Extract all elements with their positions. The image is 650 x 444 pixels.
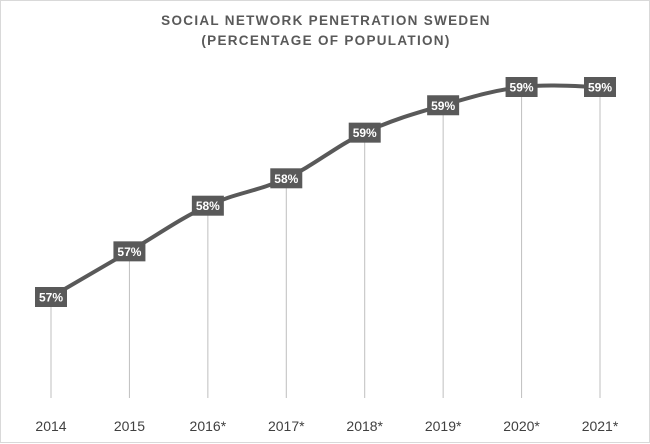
data-label-text: 59% [510,81,534,95]
data-label-text: 57% [117,245,141,259]
series-line [49,83,602,299]
x-tick-label: 2020* [503,418,540,434]
data-label-text: 57% [39,291,63,305]
data-label-box [35,287,67,307]
data-label-box [427,95,460,116]
chart-title-block: SOCIAL NETWORK PENETRATION SWEDEN (PERCE… [1,11,650,51]
data-label-text: 59% [431,99,455,113]
data-label-box [270,168,303,189]
data-label: 58% [270,168,303,189]
data-labels: 57% 57% 58% 58% 59% 59% 59% 59% [35,77,616,307]
x-axis-labels: 2014 2015 2016* 2017* 2018* 2019* 2020* 2021* [35,418,618,434]
data-label-text: 59% [353,126,377,140]
x-tick-label: 2019* [425,418,462,434]
data-label: 59% [427,95,460,116]
data-label-box [113,241,146,262]
data-label-box [505,77,538,97]
data-label: 58% [191,195,224,216]
x-tick-label: 2016* [190,418,227,434]
chart-subtitle: (PERCENTAGE OF POPULATION) [201,33,451,48]
x-tick-label: 2017* [268,418,305,434]
data-label: 57% [113,241,146,262]
data-label: 57% [35,287,67,307]
data-label: 59% [584,77,616,97]
x-tick-label: 2021* [582,418,619,434]
data-label-text: 58% [274,172,298,186]
data-label-box [348,122,381,143]
data-label-box [191,195,224,216]
x-tick-label: 2014 [35,418,66,434]
data-label: 59% [505,77,538,97]
chart-title: SOCIAL NETWORK PENETRATION SWEDEN [161,13,491,28]
data-label-text: 58% [196,199,220,213]
data-label-text: 59% [588,81,612,95]
x-tick-label: 2018* [346,418,383,434]
data-label-box [584,77,616,97]
data-label: 59% [348,122,381,143]
x-tick-label: 2015 [114,418,145,434]
drop-lines [50,87,601,398]
